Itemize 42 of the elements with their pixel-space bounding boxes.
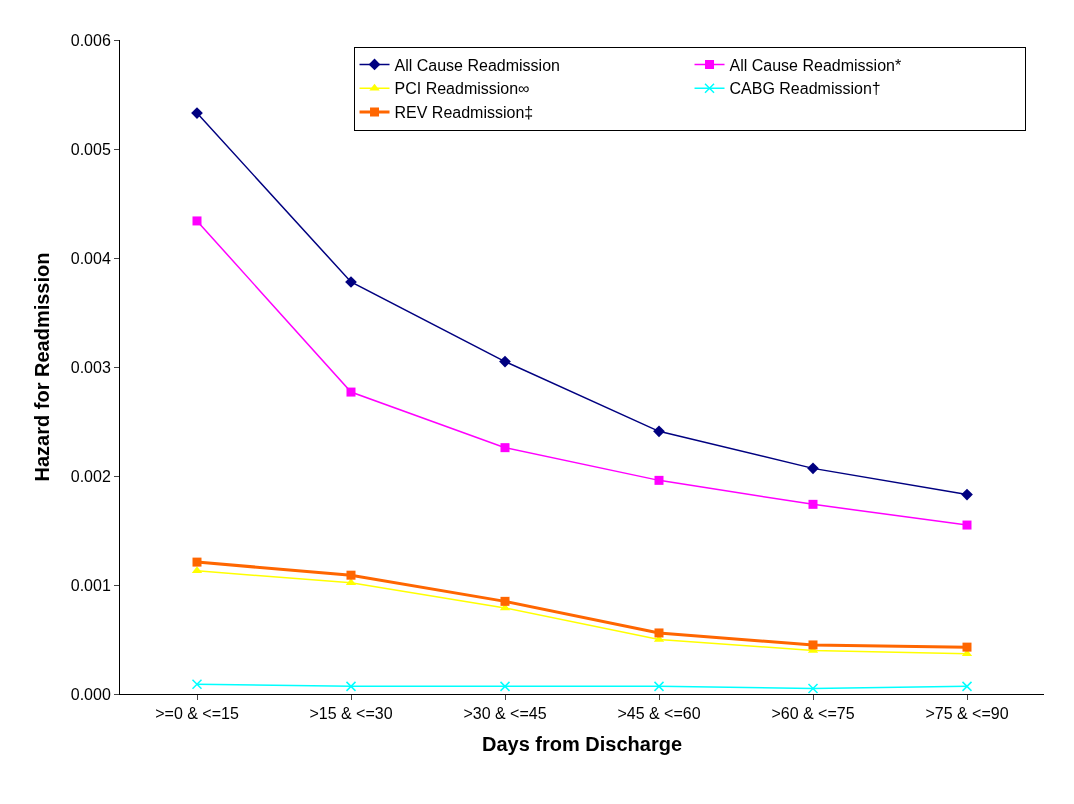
y-tick-label: 0.003	[70, 358, 111, 376]
point	[808, 640, 818, 650]
point	[346, 387, 356, 397]
x-tick-label: >30 & <=45	[463, 705, 547, 723]
point	[962, 642, 972, 652]
point	[500, 596, 510, 606]
y-tick-label: 0.005	[70, 140, 111, 158]
y-axis-title: Hazard for Readmission	[31, 252, 54, 482]
x-tick-label: >=0 & <=15	[155, 705, 239, 723]
point	[808, 499, 818, 509]
point	[653, 425, 665, 438]
point	[500, 443, 510, 453]
y-tick-label: 0.001	[70, 576, 111, 594]
x-tick-label: >75 & <=90	[925, 705, 1009, 723]
point	[499, 681, 511, 692]
point	[807, 462, 819, 475]
point	[192, 557, 202, 567]
y-tick-label: 0.006	[70, 31, 111, 49]
y-tick-label: 0.002	[70, 467, 111, 485]
point	[962, 520, 972, 530]
point	[961, 681, 973, 692]
y-tick-label: 0.000	[70, 685, 111, 703]
point	[807, 683, 819, 694]
point	[654, 475, 664, 485]
point	[653, 681, 665, 692]
y-tick-label: 0.004	[70, 249, 111, 267]
legend-label: All Cause Readmission	[394, 56, 560, 74]
point	[499, 355, 511, 368]
legend-label: REV Readmission‡	[394, 104, 534, 122]
x-tick-label: >45 & <=60	[617, 705, 701, 723]
x-tick-label: >60 & <=75	[771, 705, 855, 723]
point	[654, 628, 664, 638]
point	[345, 681, 357, 692]
legend-label: CABG Readmission†	[729, 80, 881, 98]
x-axis-title: Days from Discharge	[481, 732, 683, 755]
point	[191, 678, 203, 690]
point	[346, 570, 356, 580]
legend-label: PCI Readmission∞	[394, 80, 530, 98]
point	[961, 488, 973, 501]
x-tick-label: >15 & <=30	[309, 705, 393, 723]
point	[192, 216, 202, 226]
legend-label: All Cause Readmission*	[729, 56, 902, 74]
